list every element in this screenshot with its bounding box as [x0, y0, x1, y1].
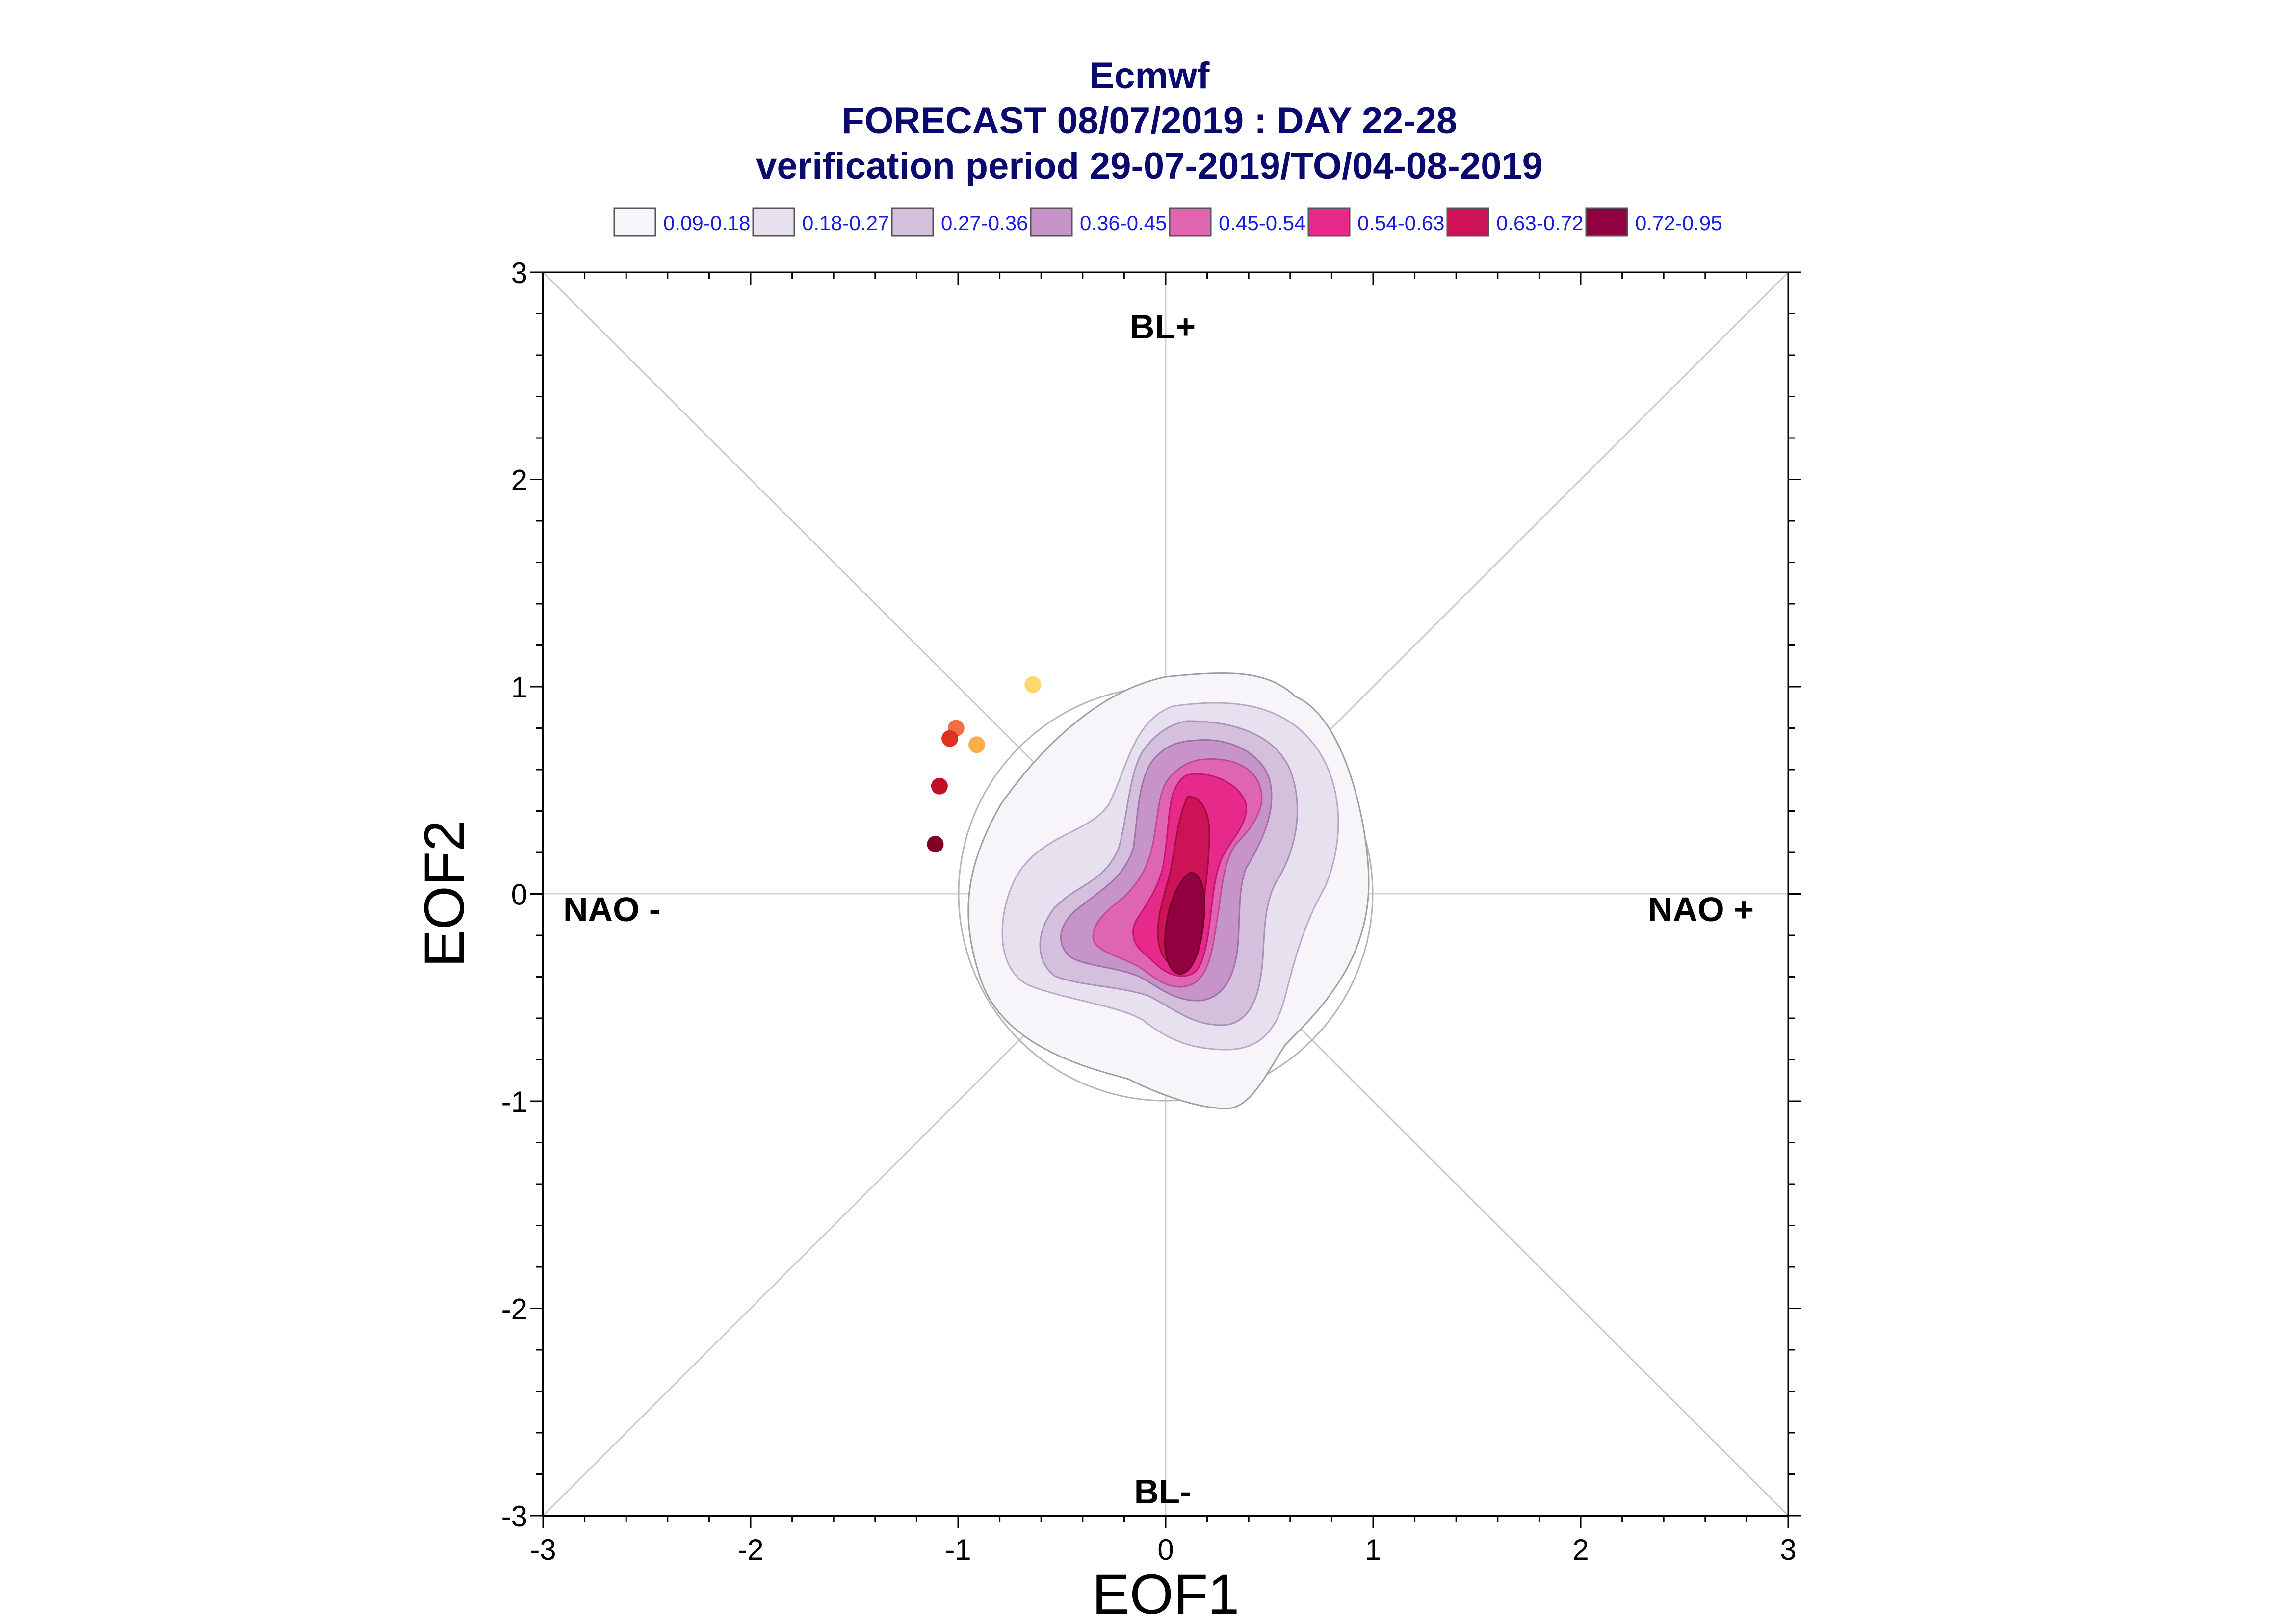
legend-label: 0.36-0.45 — [1080, 211, 1167, 234]
chart-title-model: Ecmwf — [1090, 55, 1210, 97]
legend-swatch — [1030, 207, 1073, 237]
legend-swatch — [752, 207, 795, 237]
legend-label: 0.18-0.27 — [802, 211, 889, 234]
density-contours — [958, 672, 1374, 1109]
y-tick-label: 3 — [511, 257, 527, 289]
x-tick-label: 0 — [1157, 1533, 1174, 1566]
regime-label-bl-minus: BL- — [1134, 1472, 1192, 1511]
x-tick-label: -3 — [530, 1533, 556, 1566]
legend-label: 0.63-0.72 — [1496, 211, 1583, 234]
legend-swatch — [1169, 207, 1212, 237]
x-tick-label: 3 — [1780, 1533, 1796, 1566]
x-tick-label: 2 — [1572, 1533, 1589, 1566]
forecast-point — [927, 836, 944, 853]
forecast-point — [931, 777, 948, 795]
y-tick-label: -1 — [501, 1085, 527, 1118]
forecast-point — [968, 736, 986, 753]
legend-swatch — [1307, 207, 1351, 237]
legend-label: 0.09-0.18 — [663, 211, 750, 234]
regime-label-nao-minus: NAO - — [563, 890, 660, 928]
y-axis-label: EOF2 — [413, 820, 476, 967]
x-tick-label: 1 — [1365, 1533, 1381, 1566]
legend-swatch — [891, 207, 934, 237]
tick-labels: -3 -2 -1 0 1 2 3 -3 -2 -1 0 1 2 3 — [501, 257, 1797, 1566]
x-tick-label: -1 — [945, 1533, 971, 1566]
x-axis-label: EOF1 — [1092, 1563, 1239, 1624]
axis-ticks — [530, 271, 1801, 1528]
legend-label: 0.72-0.95 — [1635, 211, 1722, 234]
legend-label: 0.27-0.36 — [941, 211, 1028, 234]
regime-label-bl-plus: BL+ — [1130, 308, 1196, 346]
y-tick-label: -2 — [501, 1293, 527, 1326]
y-tick-label: 1 — [511, 671, 527, 704]
legend-swatch — [613, 207, 656, 237]
chart-title-verification: verification period 29-07-2019/TO/04-08-… — [756, 145, 1543, 187]
chart-title-forecast: FORECAST 08/07/2019 : DAY 22-28 — [842, 100, 1458, 142]
forecast-point — [941, 730, 959, 747]
y-tick-label: 0 — [511, 878, 527, 911]
x-tick-label: -2 — [737, 1533, 763, 1566]
legend-swatch — [1446, 207, 1489, 237]
forecast-points — [927, 676, 1042, 853]
legend: 0.09-0.18 0.18-0.27 0.27-0.36 0.36-0.45 0.45… — [613, 207, 1722, 237]
legend-label: 0.45-0.54 — [1219, 211, 1305, 234]
y-tick-label: -3 — [501, 1500, 527, 1533]
forecast-point — [1024, 676, 1042, 693]
y-tick-label: 2 — [511, 464, 527, 497]
legend-label: 0.54-0.63 — [1357, 211, 1444, 234]
contour-level-8 — [1164, 872, 1205, 975]
regime-label-nao-plus: NAO + — [1648, 890, 1754, 928]
legend-swatch — [1585, 207, 1628, 237]
